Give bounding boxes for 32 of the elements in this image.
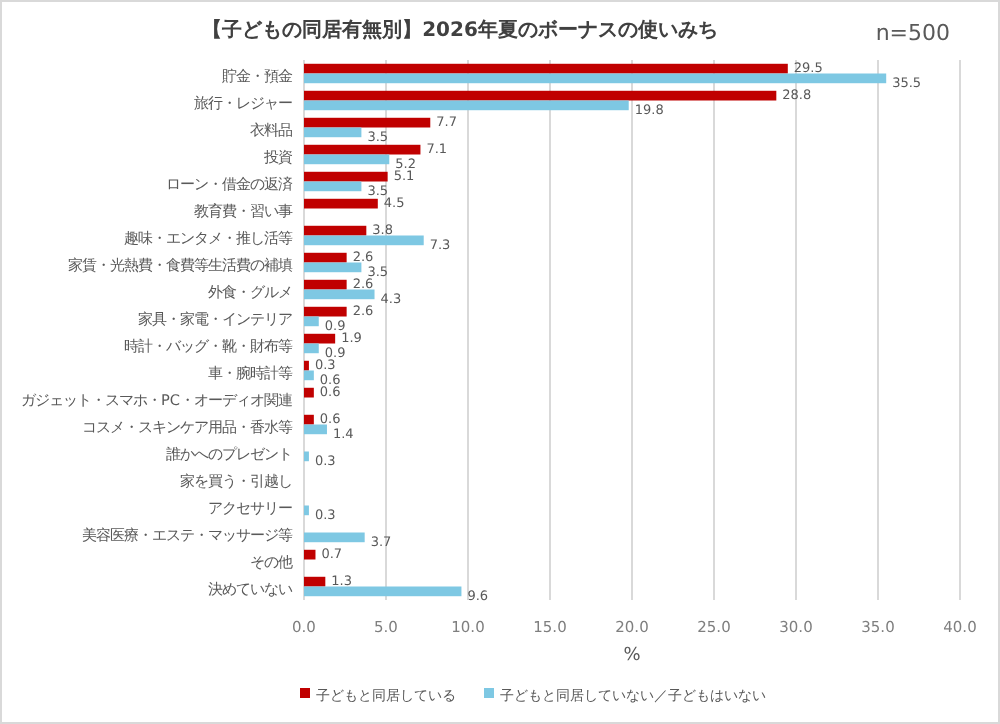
bar bbox=[304, 90, 777, 101]
bar bbox=[304, 117, 431, 128]
bar bbox=[304, 100, 629, 111]
bar bbox=[304, 424, 327, 435]
bar bbox=[304, 198, 378, 209]
bar bbox=[304, 127, 362, 138]
bar bbox=[304, 289, 375, 300]
chart-title: 【子どもの同居有無別】2026年夏のボーナスの使いみち bbox=[202, 18, 718, 42]
bar bbox=[304, 252, 347, 263]
bar bbox=[304, 171, 388, 182]
bar bbox=[304, 262, 362, 273]
text: n=500 bbox=[875, 20, 950, 46]
bar bbox=[304, 225, 367, 236]
bar bbox=[304, 235, 424, 246]
bar bbox=[304, 586, 462, 597]
bar bbox=[304, 63, 788, 74]
bar bbox=[304, 343, 319, 354]
bar bbox=[304, 181, 362, 192]
bar bbox=[304, 549, 316, 560]
bar bbox=[304, 387, 314, 398]
bar bbox=[304, 316, 319, 327]
x-axis-title: % bbox=[623, 646, 642, 666]
bar bbox=[304, 333, 336, 344]
bar bbox=[304, 306, 347, 317]
bar bbox=[304, 576, 326, 587]
bar bbox=[304, 370, 314, 381]
bar bbox=[304, 414, 314, 425]
bar bbox=[304, 532, 365, 543]
bar bbox=[304, 279, 347, 290]
bar bbox=[304, 73, 887, 84]
bar bbox=[304, 144, 421, 155]
bar bbox=[304, 154, 390, 165]
